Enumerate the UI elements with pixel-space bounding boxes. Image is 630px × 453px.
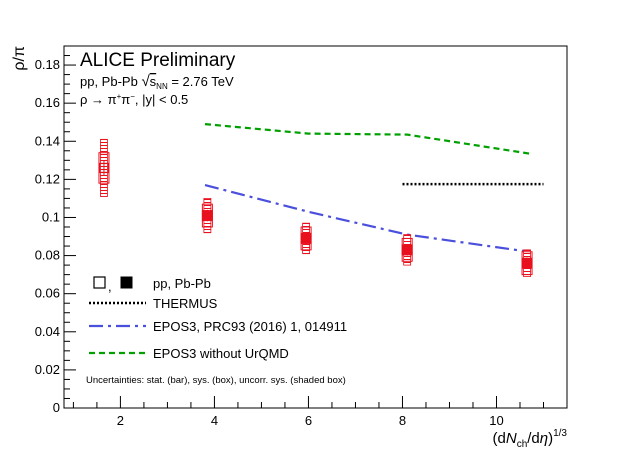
legend-separator: , xyxy=(108,279,112,294)
data-point-pb-pb xyxy=(201,210,213,222)
data-point-pb-pb xyxy=(401,244,413,256)
legend-uncertainty-note: Uncertainties: stat. (bar), sys. (box), … xyxy=(86,375,346,386)
x-tick-label: 6 xyxy=(305,413,312,428)
y-tick-label: 0.16 xyxy=(35,95,60,110)
data-point-pb-pb xyxy=(300,232,312,244)
y-tick-label: 0.14 xyxy=(35,133,60,148)
x-tick-label: 10 xyxy=(489,413,503,428)
x-axis-label: (dNch/dη)1/3 xyxy=(493,428,568,450)
legend: , pp, Pb-Pb THERMUS EPOS3, PRC93 (2016) 1, … xyxy=(86,276,347,386)
legend-label-dashed: EPOS3 without UrQMD xyxy=(153,346,289,361)
legend-data-label: pp, Pb-Pb xyxy=(153,276,211,291)
data-point-pp xyxy=(98,162,110,174)
chart-subtitle-energy: pp, Pb-Pb √sNN = 2.76 TeV xyxy=(80,73,234,91)
x-tick-label: 8 xyxy=(399,413,406,428)
y-tick-label: 0.04 xyxy=(35,324,60,339)
y-tick-label: 0.12 xyxy=(35,171,60,186)
data-point-pb-pb xyxy=(521,257,533,269)
y-tick-label: 0 xyxy=(53,400,60,415)
model-line-dashed xyxy=(204,123,530,155)
legend-label-dotted: THERMUS xyxy=(153,296,218,311)
y-axis-label: ρ/π xyxy=(11,46,28,71)
y-tick-label: 0.18 xyxy=(35,57,60,72)
legend-pbpb-filled-square xyxy=(120,276,133,289)
legend-label-dashdot: EPOS3, PRC93 (2016) 1, 014911 xyxy=(153,319,347,334)
chart-title: ALICE Preliminary xyxy=(80,50,236,71)
x-tick-label: 4 xyxy=(211,413,218,428)
chart-subtitle-decay: ρ → π+π−, |y| < 0.5 xyxy=(80,92,188,107)
y-tick-label: 0.08 xyxy=(35,248,60,263)
y-tick-label: 0.1 xyxy=(42,209,60,224)
y-tick-label: 0.06 xyxy=(35,286,60,301)
model-line-dashdot xyxy=(204,184,530,253)
x-tick-label: 2 xyxy=(117,413,124,428)
legend-pp-open-square xyxy=(93,276,106,289)
y-tick-label: 0.02 xyxy=(35,362,60,377)
